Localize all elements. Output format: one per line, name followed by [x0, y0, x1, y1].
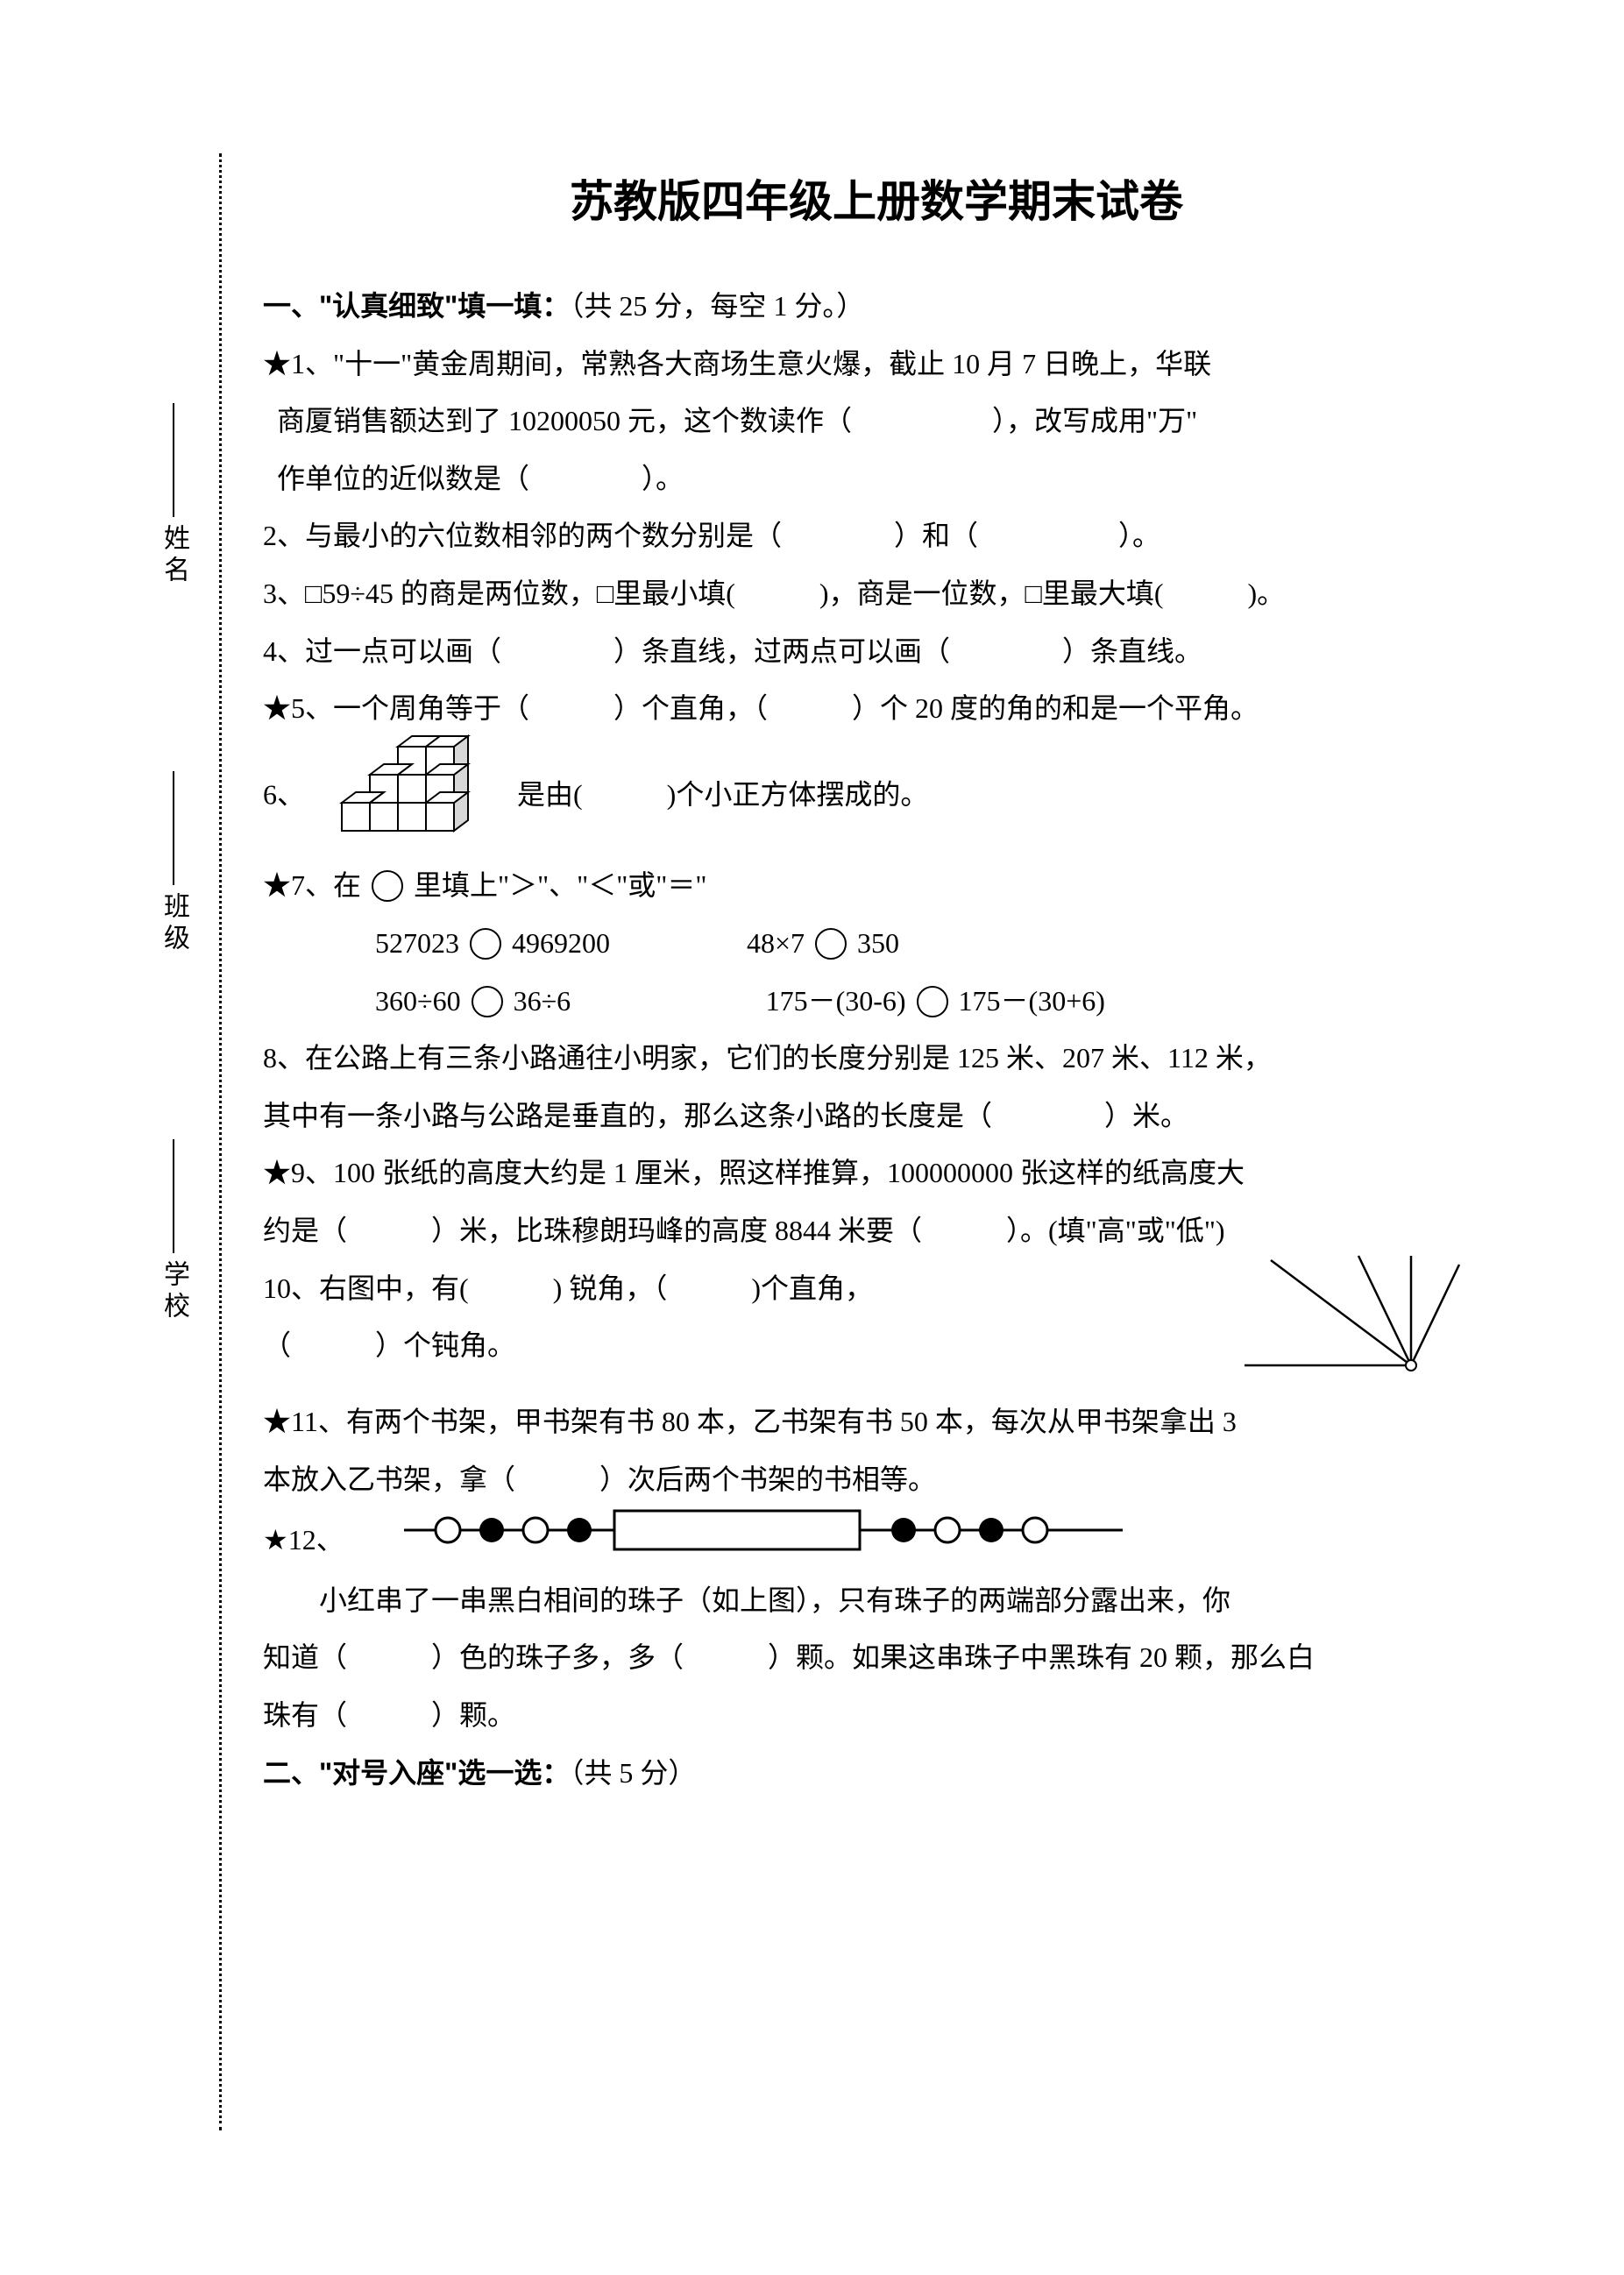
- circle-icon: [372, 870, 403, 902]
- name-underline: [173, 403, 174, 517]
- q7-r2c: 175－(30-6): [766, 985, 906, 1017]
- q3-line: 3、□59÷45 的商是两位数，□里最小填( )，商是一位数，□里最大填( )。: [263, 565, 1490, 623]
- q2-line: 2、与最小的六位数相邻的两个数分别是（ ）和（ ）。: [263, 507, 1490, 565]
- q7-r2b: 36÷6: [514, 973, 759, 1031]
- dotted-border: [219, 153, 222, 2130]
- section2-heading: 二、"对号入座"选一选：（共 5 分）: [263, 1745, 1490, 1803]
- q8-line1: 8、在公路上有三条小路通往小明家，它们的长度分别是 125 米、207 米、11…: [263, 1030, 1490, 1088]
- q7-r1d: 350: [857, 927, 899, 959]
- circle-icon: [917, 986, 948, 1017]
- section2-head: 二、"对号入座"选一选：: [263, 1757, 570, 1789]
- circle-icon: [470, 928, 501, 960]
- section1-head: 一、"认真细致"填一填：: [263, 290, 570, 322]
- name-field-label: 姓名: [154, 403, 193, 587]
- q4-line: 4、过一点可以画（ ）条直线，过两点可以画（ ）条直线。: [263, 623, 1490, 681]
- circle-icon: [472, 986, 503, 1017]
- class-field-label: 班级: [154, 771, 193, 955]
- page-content: 苏教版四年级上册数学期末试卷 一、"认真细致"填一填：（共 25 分，每空 1 …: [263, 167, 1490, 1802]
- vertical-labels: 姓名 班级 学校: [88, 403, 193, 1455]
- q11-line2: 本放入乙书架，拿（ ）次后两个书架的书相等。: [263, 1451, 1490, 1509]
- q10-line2: （ ）个钝角。: [263, 1329, 515, 1361]
- circle-icon: [815, 928, 847, 960]
- class-label: 班级: [154, 892, 193, 955]
- beads-figure: [404, 1508, 1123, 1572]
- section2-points: （共 5 分）: [570, 1757, 696, 1789]
- q10-line1: 10、右图中，有( ) 锐角，（ )个直角，: [263, 1272, 873, 1304]
- q10-block: 10、右图中，有( ) 锐角，（ )个直角， （ ）个钝角。: [263, 1260, 1490, 1394]
- q7-row2: 360÷60 36÷6 175－(30-6) 175－(30+6): [263, 973, 1490, 1031]
- class-underline: [173, 771, 174, 885]
- q12-line2: 知道（ ）色的珠子多，多（ ）颗。如果这串珠子中黑珠有 20 颗，那么白: [263, 1629, 1490, 1687]
- q6-post: 是由( )个小正方体摆成的。: [517, 778, 928, 810]
- q11-line1: ★11、有两个书架，甲书架有书 80 本，乙书架有书 50 本，每次从甲书架拿出…: [263, 1393, 1490, 1451]
- q6-pre: 6、: [263, 778, 305, 810]
- q7-row1: 527023 4969200 48×7 350: [263, 915, 1490, 973]
- q7-r1b: 4969200: [512, 915, 740, 973]
- q1-line2: 商厦销售额达到了 10200050 元，这个数读作（ ），改写成用"万": [263, 393, 1490, 450]
- cubes-figure: [333, 733, 500, 858]
- q12-pre: ★12、: [263, 1512, 344, 1570]
- q6-line: 6、: [263, 738, 1490, 858]
- q7-r2d: 175－(30+6): [959, 985, 1105, 1017]
- q1-line1: ★1、"十一"黄金周期间，常熟各大商场生意火爆，截止 10 月 7 日晚上，华联: [263, 336, 1490, 393]
- school-label: 学校: [154, 1260, 193, 1323]
- q7-r1c: 48×7: [747, 927, 805, 959]
- q8-line2: 其中有一条小路与公路是垂直的，那么这条小路的长度是（ ）米。: [263, 1088, 1490, 1145]
- q1-line3: 作单位的近似数是（ ）。: [263, 450, 1490, 508]
- school-underline: [173, 1139, 174, 1253]
- name-label: 姓名: [154, 524, 193, 587]
- angle-figure: [1236, 1251, 1464, 1394]
- q7-r1a: 527023: [375, 927, 459, 959]
- q12-line3: 珠有（ ）颗。: [263, 1687, 1490, 1745]
- page-title: 苏教版四年级上册数学期末试卷: [263, 167, 1490, 230]
- q7-head: ★7、在 里填上"＞"、"＜"或"＝": [263, 857, 1490, 915]
- q9-line1: ★9、100 张纸的高度大约是 1 厘米，照这样推算，100000000 张这样…: [263, 1145, 1490, 1202]
- section1-heading: 一、"认真细致"填一填：（共 25 分，每空 1 分。）: [263, 278, 1490, 336]
- q7-r2a: 360÷60: [375, 985, 461, 1017]
- q12-beads-row: ★12、: [263, 1508, 1490, 1572]
- section1-points: （共 25 分，每空 1 分。）: [570, 290, 864, 322]
- school-field-label: 学校: [154, 1139, 193, 1323]
- q5-line: ★5、一个周角等于（ ）个直角，（ ）个 20 度的角的和是一个平角。: [263, 680, 1490, 738]
- q12-line1: 小红串了一串黑白相间的珠子（如上图），只有珠子的两端部分露出来，你: [263, 1572, 1490, 1630]
- q7-pre: ★7、在: [263, 869, 361, 901]
- q7-tail: 里填上"＞"、"＜"或"＝": [414, 869, 706, 901]
